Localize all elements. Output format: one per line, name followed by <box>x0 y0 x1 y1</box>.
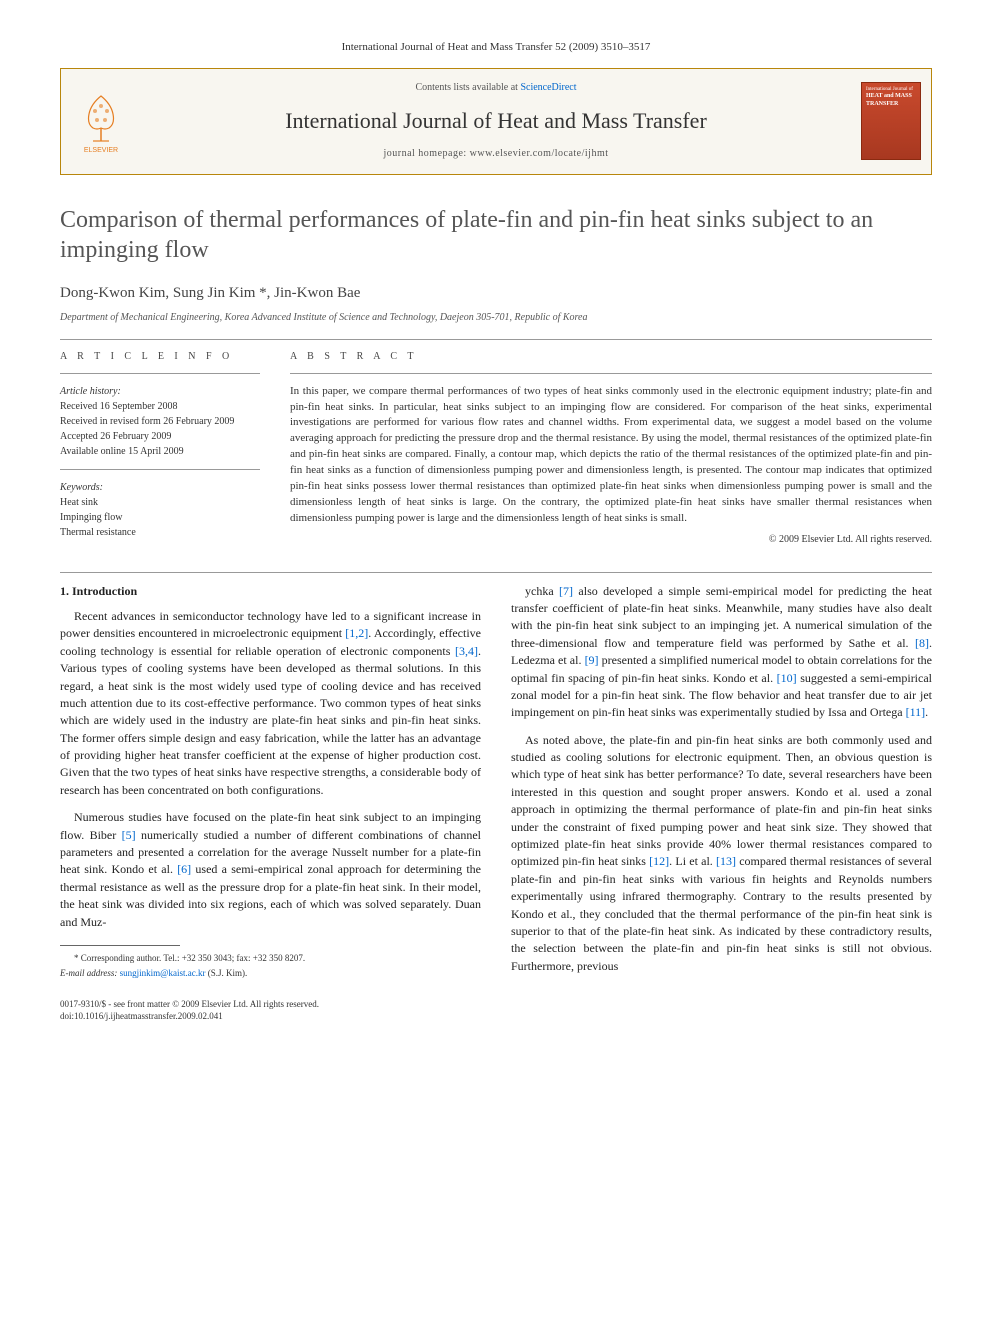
banner-center: Contents lists available at ScienceDirec… <box>141 69 851 174</box>
publisher-logo-cell: ELSEVIER <box>61 69 141 174</box>
ref-6[interactable]: [6] <box>177 862 191 876</box>
abstract-heading: A B S T R A C T <box>290 350 932 365</box>
corr-author-line: * Corresponding author. Tel.: +32 350 30… <box>60 952 481 965</box>
intro-paragraph-2: Numerous studies have focused on the pla… <box>60 809 481 931</box>
keyword-1: Heat sink <box>60 495 260 510</box>
elsevier-label: ELSEVIER <box>84 147 118 154</box>
ref-9[interactable]: [9] <box>585 653 599 667</box>
intro-paragraph-1: Recent advances in semiconductor technol… <box>60 608 481 799</box>
received-date: Received 16 September 2008 <box>60 399 260 414</box>
ref-8[interactable]: [8] <box>915 636 929 650</box>
corr-email-line: E-mail address: sungjinkim@kaist.ac.kr (… <box>60 967 481 980</box>
journal-cover-thumbnail: International Journal of HEAT and MASS T… <box>861 82 921 160</box>
ref-3-4[interactable]: [3,4] <box>455 644 478 658</box>
footnote-separator <box>60 945 180 946</box>
journal-reference-header: International Journal of Heat and Mass T… <box>60 40 932 56</box>
article-info-column: A R T I C L E I N F O Article history: R… <box>60 350 260 550</box>
authors-line: Dong-Kwon Kim, Sung Jin Kim *, Jin-Kwon … <box>60 283 932 305</box>
ref-12[interactable]: [12] <box>649 854 669 868</box>
journal-name: International Journal of Heat and Mass T… <box>151 105 841 137</box>
authors-text: Dong-Kwon Kim, Sung Jin Kim *, Jin-Kwon … <box>60 285 360 301</box>
abstract-copyright: © 2009 Elsevier Ltd. All rights reserved… <box>290 533 932 548</box>
ref-5[interactable]: [5] <box>122 828 136 842</box>
cover-line-2: HEAT and MASS <box>866 93 916 100</box>
article-history-block: Article history: Received 16 September 2… <box>60 384 260 459</box>
keyword-2: Impinging flow <box>60 510 260 525</box>
sciencedirect-link[interactable]: ScienceDirect <box>520 82 576 93</box>
abstract-text: In this paper, we compare thermal perfor… <box>290 384 932 527</box>
section-1-heading: 1. Introduction <box>60 583 481 600</box>
corresponding-author-footnote: * Corresponding author. Tel.: +32 350 30… <box>60 952 481 979</box>
abstract-column: A B S T R A C T In this paper, we compar… <box>290 350 932 550</box>
ref-10[interactable]: [10] <box>777 671 797 685</box>
intro-paragraph-3: ychka [7] also developed a simple semi-e… <box>511 583 932 722</box>
history-label: Article history: <box>60 384 260 399</box>
journal-cover-cell: International Journal of HEAT and MASS T… <box>851 69 931 174</box>
contents-available-line: Contents lists available at ScienceDirec… <box>151 81 841 96</box>
contents-prefix: Contents lists available at <box>415 82 520 93</box>
corr-email-link[interactable]: sungjinkim@kaist.ac.kr <box>120 968 206 978</box>
ref-11[interactable]: [11] <box>906 705 926 719</box>
affiliation: Department of Mechanical Engineering, Ko… <box>60 311 932 326</box>
article-info-heading: A R T I C L E I N F O <box>60 350 260 365</box>
revised-date: Received in revised form 26 February 200… <box>60 414 260 429</box>
cover-line-3: TRANSFER <box>866 101 916 108</box>
accepted-date: Accepted 26 February 2009 <box>60 429 260 444</box>
elsevier-tree-logo: ELSEVIER <box>71 86 131 156</box>
available-date: Available online 15 April 2009 <box>60 444 260 459</box>
doi-line: doi:10.1016/j.ijheatmasstransfer.2009.02… <box>60 1011 932 1023</box>
ref-7[interactable]: [7] <box>559 584 573 598</box>
info-divider-1 <box>60 373 260 374</box>
ref-13[interactable]: [13] <box>716 854 736 868</box>
divider-top <box>60 339 932 340</box>
keyword-3: Thermal resistance <box>60 525 260 540</box>
issn-line: 0017-9310/$ - see front matter © 2009 El… <box>60 999 932 1011</box>
footer-issn-block: 0017-9310/$ - see front matter © 2009 El… <box>60 999 932 1022</box>
body-two-columns: 1. Introduction Recent advances in semic… <box>60 583 932 984</box>
journal-homepage-line: journal homepage: www.elsevier.com/locat… <box>151 147 841 162</box>
page-container: International Journal of Heat and Mass T… <box>0 0 992 1063</box>
ref-1-2[interactable]: [1,2] <box>345 626 368 640</box>
keywords-block: Keywords: Heat sink Impinging flow Therm… <box>60 480 260 540</box>
info-abstract-row: A R T I C L E I N F O Article history: R… <box>60 350 932 550</box>
abstract-divider <box>290 373 932 374</box>
info-divider-2 <box>60 469 260 470</box>
divider-below-abstract <box>60 572 932 573</box>
article-title: Comparison of thermal performances of pl… <box>60 205 932 265</box>
journal-banner: ELSEVIER Contents lists available at Sci… <box>60 68 932 175</box>
keywords-label: Keywords: <box>60 480 260 495</box>
intro-paragraph-4: As noted above, the plate-fin and pin-fi… <box>511 732 932 975</box>
